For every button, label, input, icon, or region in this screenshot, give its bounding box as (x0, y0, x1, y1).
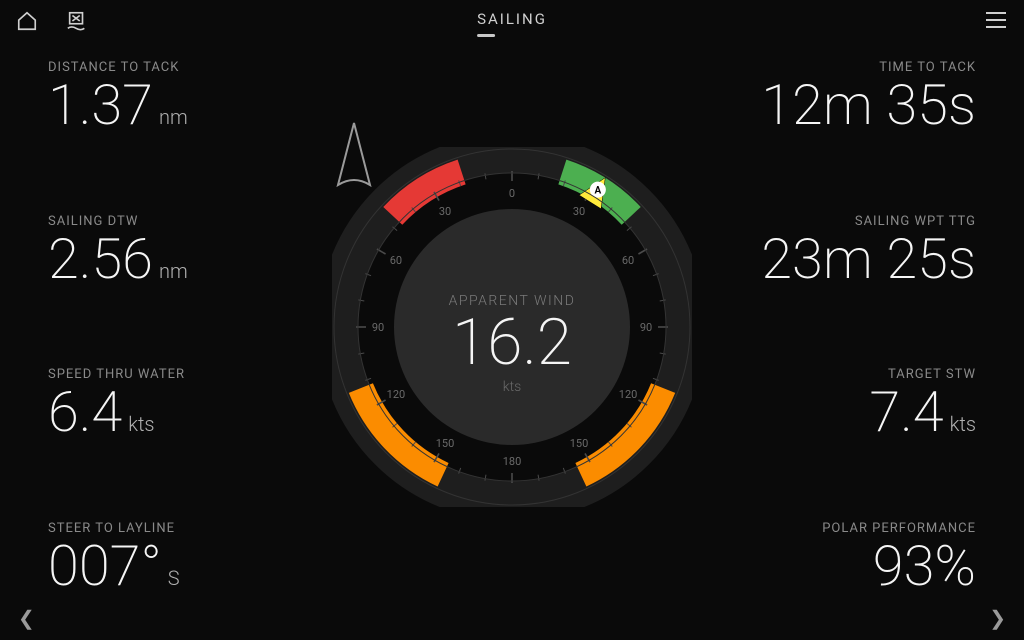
metric-unit: nm (159, 105, 188, 133)
svg-text:90: 90 (640, 321, 652, 334)
right-metric: POLAR PERFORMANCE93% (822, 521, 976, 594)
svg-text:30: 30 (439, 205, 451, 218)
left-metric: DISTANCE TO TACK1.37nm (48, 60, 322, 133)
left-metric: SPEED THRU WATER6.4kts (48, 367, 322, 440)
svg-text:0: 0 (509, 187, 515, 200)
svg-text:60: 60 (390, 254, 402, 267)
home-icon[interactable] (16, 10, 38, 36)
metric-value: 23m 25s (761, 231, 976, 287)
right-metric: TARGET STW7.4kts (869, 367, 976, 440)
metric-value: 12m 35s (761, 77, 976, 133)
prev-page-icon[interactable]: ❮ (18, 606, 35, 630)
right-metric: SAILING WPT TTG23m 25s (761, 214, 976, 287)
metric-unit: S (168, 566, 180, 594)
metric-unit: kts (950, 412, 976, 440)
metric-value: 1.37 (48, 77, 153, 133)
next-page-icon[interactable]: ❯ (989, 606, 1006, 630)
right-metric: TIME TO TACK12m 35s (761, 60, 976, 133)
metric-value: 7.4 (869, 384, 943, 440)
metric-value: 007° (48, 538, 162, 594)
metric-unit: kts (128, 412, 154, 440)
svg-text:60: 60 (622, 254, 634, 267)
svg-text:150: 150 (570, 437, 589, 450)
left-metric: SAILING DTW2.56nm (48, 214, 322, 287)
metric-unit: nm (159, 259, 188, 287)
svg-text:30: 30 (573, 205, 585, 218)
left-metric: STEER TO LAYLINE007°S (48, 521, 322, 594)
metric-value: 2.56 (48, 231, 153, 287)
metric-value: 93% (873, 538, 976, 594)
title-underline (477, 34, 495, 37)
mob-icon[interactable] (66, 10, 88, 36)
svg-text:120: 120 (619, 388, 638, 401)
svg-text:180: 180 (503, 455, 522, 468)
svg-text:150: 150 (436, 437, 455, 450)
page-title: SAILING (477, 10, 547, 28)
wind-gauge: 0306090120150180150120906030A APPARENT W… (332, 147, 692, 507)
menu-icon[interactable] (986, 12, 1006, 28)
svg-text:120: 120 (387, 388, 406, 401)
svg-text:A: A (594, 186, 601, 197)
svg-text:90: 90 (372, 321, 384, 334)
metric-value: 6.4 (48, 384, 122, 440)
